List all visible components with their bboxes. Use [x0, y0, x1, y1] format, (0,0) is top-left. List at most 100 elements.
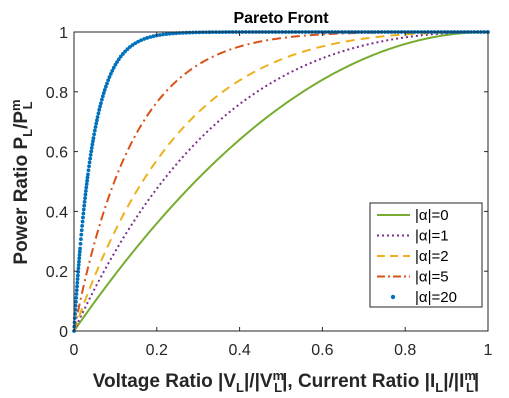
series-layer — [72, 30, 490, 333]
series-markers-alpha-20 — [72, 30, 490, 333]
y-tick-label: 0.8 — [46, 85, 68, 102]
label-text: |/|V — [244, 371, 273, 392]
data-point — [85, 175, 90, 180]
data-point — [127, 45, 132, 49]
label-subscript: L — [466, 380, 474, 395]
x-tick-label: 0 — [70, 342, 79, 359]
data-point — [89, 145, 94, 150]
x-tick-label: 0.6 — [311, 342, 333, 359]
label-text: | — [474, 371, 479, 392]
y-tick-label: 0.4 — [46, 204, 68, 221]
legend-entry-label: |α|=20 — [415, 289, 457, 306]
label-text: /P — [11, 111, 32, 129]
axes-layer: 0 0.2 0.4 0.6 0.8 1 0 0.2 0.4 0.6 0.8 1 — [46, 25, 493, 359]
data-point — [84, 182, 89, 187]
data-point — [86, 172, 90, 177]
data-point — [76, 270, 81, 274]
data-point — [92, 132, 97, 137]
label-superscript: m — [464, 368, 476, 383]
label-subscript: L — [236, 380, 244, 395]
data-point — [101, 91, 106, 95]
data-point — [105, 81, 109, 86]
label-subscript: L — [20, 129, 35, 137]
data-point — [74, 299, 78, 304]
data-point — [78, 246, 82, 251]
legend-marker — [390, 294, 396, 300]
data-point — [76, 263, 81, 267]
data-point — [83, 196, 87, 201]
data-point — [116, 57, 121, 62]
label-subscript: L — [274, 380, 282, 395]
label-subscript: L — [435, 380, 443, 395]
data-point — [145, 36, 150, 40]
data-point — [95, 115, 100, 119]
data-point — [133, 41, 138, 46]
axes-box — [73, 31, 489, 332]
x-tick-label: 1 — [484, 342, 493, 359]
y-tick-label: 0.2 — [46, 264, 68, 281]
data-point — [72, 320, 77, 325]
data-point — [81, 215, 85, 220]
legend-entry-label: |α|=1 — [415, 228, 449, 245]
x-tick-label: 0.2 — [146, 342, 168, 359]
data-point — [84, 185, 89, 190]
data-point — [89, 149, 94, 154]
data-point — [83, 192, 88, 197]
data-point — [77, 253, 82, 257]
x-tick-label: 0.8 — [394, 342, 416, 359]
data-point — [157, 33, 162, 37]
data-point — [151, 34, 156, 39]
data-point — [187, 30, 192, 35]
data-point — [91, 136, 96, 140]
data-point — [108, 71, 113, 76]
legend-entry-label: |α|=0 — [415, 207, 449, 224]
axis-label-text: Power Ratio PL/PmL — [8, 99, 35, 264]
data-point — [142, 37, 147, 41]
series-line-alpha-0 — [73, 31, 489, 332]
data-point — [125, 47, 130, 52]
data-point — [106, 78, 111, 83]
data-point — [75, 273, 80, 278]
data-point — [110, 68, 115, 73]
data-point — [76, 266, 81, 271]
data-point — [93, 125, 98, 129]
label-text: Power Ratio P — [11, 137, 32, 265]
label-subscript: L — [20, 101, 35, 109]
data-point — [75, 277, 80, 281]
data-point — [136, 39, 141, 44]
data-point — [77, 249, 82, 254]
data-point — [77, 259, 81, 264]
y-tick-label: 1 — [59, 25, 68, 42]
label-superscript: m — [8, 99, 23, 111]
data-point — [81, 211, 86, 216]
data-point — [88, 156, 93, 161]
data-point — [74, 292, 79, 296]
data-point — [102, 88, 107, 92]
data-point — [74, 288, 79, 293]
data-point — [75, 280, 80, 285]
data-point — [161, 32, 165, 37]
x-axis-label: Voltage Ratio |VL|/|Vm L|, Current Ratio … — [93, 368, 479, 395]
data-point — [148, 35, 153, 39]
series-line-alpha-1 — [73, 31, 488, 332]
data-point — [99, 101, 103, 106]
data-point — [113, 62, 118, 67]
chart-title: Pareto Front — [233, 10, 329, 27]
data-point — [92, 128, 97, 133]
y-tick-label: 0 — [59, 324, 68, 341]
y-axis-label: Power Ratio PL/PmL — [8, 99, 35, 264]
label-text: |/|I — [443, 371, 464, 392]
data-point — [79, 237, 83, 242]
data-point — [94, 121, 99, 126]
data-point — [96, 111, 101, 116]
series-line-alpha-2 — [73, 31, 488, 332]
data-point — [77, 256, 82, 261]
label-text: |, Current Ratio |I — [282, 371, 435, 392]
data-point — [164, 32, 169, 36]
data-point — [98, 104, 102, 109]
legend: |α|=0 |α|=1 |α|=2 |α|=5 |α|=20 — [369, 202, 483, 308]
data-point — [83, 189, 88, 193]
label-text: Voltage Ratio |V — [93, 371, 237, 392]
